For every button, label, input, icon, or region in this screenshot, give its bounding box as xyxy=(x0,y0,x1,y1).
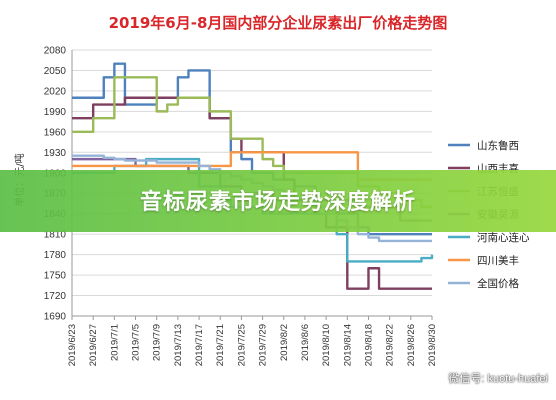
overlay-banner xyxy=(0,170,556,232)
legend-label: 全国价格 xyxy=(477,277,519,290)
x-tick-label: 2019/7/5 xyxy=(131,324,142,361)
x-tick-label: 2019/8/18 xyxy=(363,324,374,366)
x-tick-label: 2019/7/9 xyxy=(152,324,163,361)
x-tick-label: 2019/7/25 xyxy=(236,324,247,366)
chart-title: 2019年6月-8月国内部分企业尿素出厂价格走势图 xyxy=(109,14,448,32)
y-tick-label: 2080 xyxy=(44,46,67,57)
y-tick-label: 1930 xyxy=(44,148,67,159)
legend-label: 河南心连心 xyxy=(477,231,530,244)
legend-label: 山东鲁西 xyxy=(477,139,519,152)
y-tick-label: 1720 xyxy=(44,291,67,302)
x-tick-label: 2019/7/17 xyxy=(194,324,205,366)
x-tick-label: 2019/7/21 xyxy=(215,324,226,366)
y-tick-label: 1750 xyxy=(44,271,67,282)
y-tick-label: 2050 xyxy=(44,66,67,77)
banner-title: 音标尿素市场走势深度解析 xyxy=(139,190,416,215)
legend-label: 四川美丰 xyxy=(477,254,519,267)
x-tick-label: 2019/6/27 xyxy=(88,324,99,366)
x-tick-label: 2019/7/29 xyxy=(258,324,269,366)
x-tick-label: 2019/8/30 xyxy=(427,324,438,366)
y-tick-label: 1990 xyxy=(44,107,67,118)
wechat-watermark: 微信号: kuotu-huafei xyxy=(448,373,548,385)
x-tick-label: 2019/8/22 xyxy=(385,324,396,366)
x-tick-label: 2019/8/14 xyxy=(342,324,353,366)
y-tick-label: 1690 xyxy=(44,312,67,323)
x-tick-label: 2019/7/1 xyxy=(109,324,120,361)
x-tick-label: 2019/8/2 xyxy=(279,324,290,361)
x-tick-label: 2019/7/13 xyxy=(173,324,184,366)
x-tick-label: 2019/8/6 xyxy=(300,324,311,361)
x-tick-label: 2019/6/23 xyxy=(67,324,78,366)
y-tick-label: 1780 xyxy=(44,250,67,261)
y-tick-label: 1960 xyxy=(44,127,67,138)
y-tick-label: 1810 xyxy=(44,230,67,241)
x-tick-label: 2019/8/26 xyxy=(406,324,417,366)
x-tick-label: 2019/8/10 xyxy=(321,324,332,366)
y-tick-label: 2020 xyxy=(44,86,67,97)
